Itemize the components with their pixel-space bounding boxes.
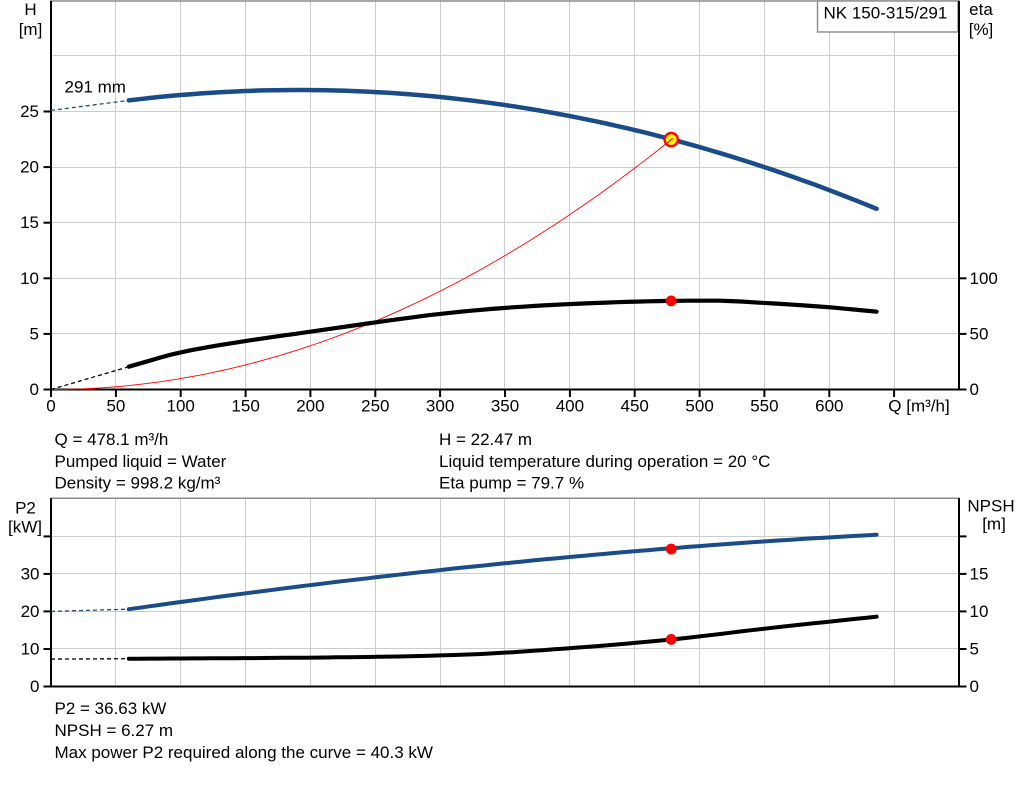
svg-text:10: 10 xyxy=(20,269,39,288)
svg-text:Pumped liquid = Water: Pumped liquid = Water xyxy=(55,452,227,471)
svg-text:[%]: [%] xyxy=(969,20,994,39)
svg-text:NPSH: NPSH xyxy=(967,497,1014,516)
svg-text:10: 10 xyxy=(970,602,989,621)
svg-text:Max power P2 required along th: Max power P2 required along the curve = … xyxy=(55,743,433,762)
svg-text:P2 = 36.63 kW: P2 = 36.63 kW xyxy=(55,699,167,718)
svg-text:500: 500 xyxy=(685,397,713,416)
svg-text:P2: P2 xyxy=(15,499,36,518)
svg-text:400: 400 xyxy=(556,397,584,416)
svg-text:NK 150-315/291: NK 150-315/291 xyxy=(824,4,948,23)
svg-text:Q = 478.1 m³/h: Q = 478.1 m³/h xyxy=(55,430,169,449)
svg-text:0: 0 xyxy=(970,380,979,399)
svg-text:50: 50 xyxy=(970,324,989,343)
svg-text:200: 200 xyxy=(296,397,324,416)
svg-text:100: 100 xyxy=(970,269,998,288)
svg-text:H = 22.47 m: H = 22.47 m xyxy=(439,430,532,449)
svg-text:[m]: [m] xyxy=(982,515,1006,534)
svg-text:0: 0 xyxy=(46,397,55,416)
svg-text:H: H xyxy=(24,0,36,19)
svg-text:450: 450 xyxy=(621,397,649,416)
svg-text:5: 5 xyxy=(970,640,979,659)
svg-text:0: 0 xyxy=(30,677,39,696)
svg-text:5: 5 xyxy=(30,324,39,343)
svg-text:30: 30 xyxy=(21,564,40,583)
svg-text:150: 150 xyxy=(231,397,259,416)
svg-text:Q [m³/h]: Q [m³/h] xyxy=(888,397,949,416)
svg-text:600: 600 xyxy=(815,397,843,416)
svg-text:Density = 998.2 kg/m³: Density = 998.2 kg/m³ xyxy=(55,474,221,493)
svg-text:Eta pump = 79.7 %: Eta pump = 79.7 % xyxy=(439,474,584,493)
svg-text:50: 50 xyxy=(106,397,125,416)
svg-text:250: 250 xyxy=(361,397,389,416)
svg-text:20: 20 xyxy=(20,158,39,177)
svg-text:15: 15 xyxy=(970,564,989,583)
svg-text:eta: eta xyxy=(969,0,993,19)
svg-text:10: 10 xyxy=(21,640,40,659)
svg-text:[kW]: [kW] xyxy=(8,518,42,537)
svg-text:550: 550 xyxy=(750,397,778,416)
svg-text:Liquid temperature during oper: Liquid temperature during operation = 20… xyxy=(439,452,770,471)
svg-text:300: 300 xyxy=(426,397,454,416)
svg-text:100: 100 xyxy=(167,397,195,416)
svg-text:15: 15 xyxy=(20,213,39,232)
svg-text:20: 20 xyxy=(21,602,40,621)
svg-text:[m]: [m] xyxy=(19,20,43,39)
svg-text:0: 0 xyxy=(30,380,39,399)
svg-text:350: 350 xyxy=(491,397,519,416)
svg-text:25: 25 xyxy=(20,102,39,121)
svg-text:NPSH = 6.27 m: NPSH = 6.27 m xyxy=(55,721,174,740)
svg-text:0: 0 xyxy=(970,677,979,696)
svg-text:291 mm: 291 mm xyxy=(65,78,126,97)
